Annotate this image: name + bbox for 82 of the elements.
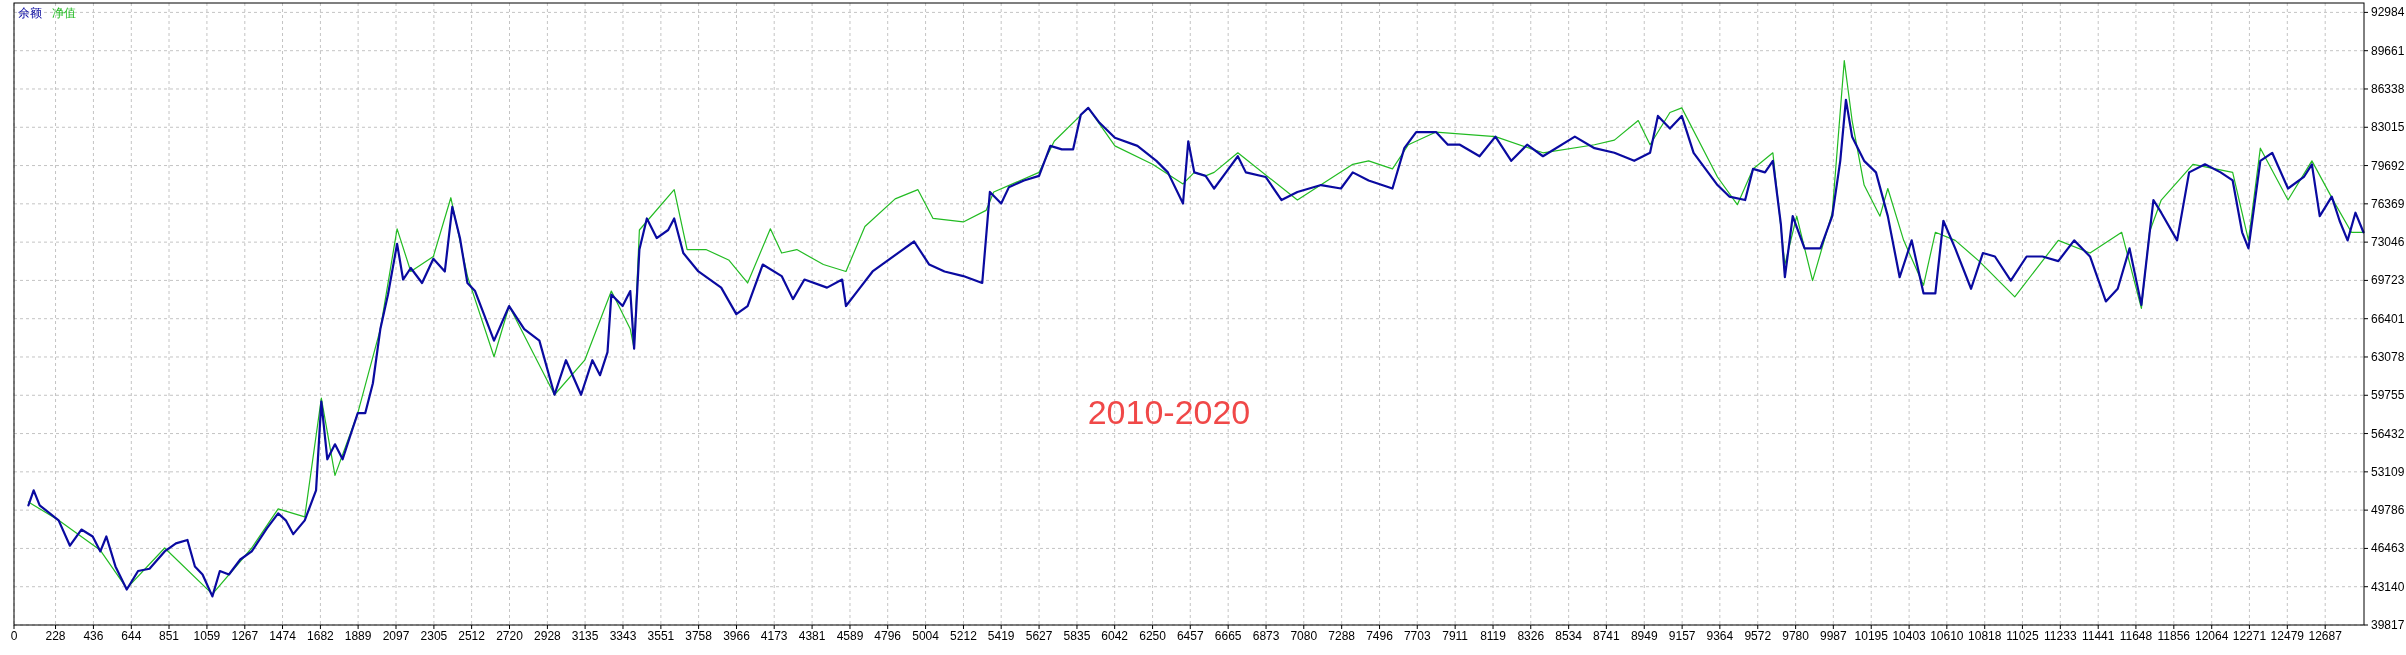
x-tick-label: 3343 xyxy=(609,629,637,643)
x-tick-label: 5627 xyxy=(1025,629,1053,643)
x-tick-label: 11025 xyxy=(2006,629,2039,643)
x-tick-label: 3551 xyxy=(647,629,675,643)
x-tick-label: 8534 xyxy=(1555,629,1583,643)
x-tick-label: 6042 xyxy=(1101,629,1129,643)
y-tick-label: 69723 xyxy=(2371,273,2405,288)
x-tick-label: 2720 xyxy=(496,629,524,643)
x-tick-label: 3966 xyxy=(723,629,751,643)
x-tick-label: 10403 xyxy=(1892,629,1927,643)
x-tick-label: 3758 xyxy=(685,629,713,643)
x-tick-label: 1059 xyxy=(193,629,221,643)
y-tick-label: 83015 xyxy=(2371,120,2405,135)
x-tick-label: 8119 xyxy=(1480,629,1507,643)
y-tick-label: 92984 xyxy=(2371,5,2405,20)
x-tick-label: 6665 xyxy=(1214,629,1242,643)
x-tick-label: 1267 xyxy=(231,629,259,643)
x-tick-label: 5419 xyxy=(987,629,1015,643)
x-tick-label: 12271 xyxy=(2232,629,2267,643)
x-tick-label: 2512 xyxy=(458,629,486,643)
y-tick-label: 53109 xyxy=(2371,464,2405,479)
x-tick-label: 2305 xyxy=(420,629,448,643)
x-tick-label: 7080 xyxy=(1290,629,1318,643)
x-tick-label: 12687 xyxy=(2308,629,2343,643)
x-tick-label: 9987 xyxy=(1819,629,1848,643)
x-tick-label: 10610 xyxy=(1930,629,1964,643)
y-tick-label: 73046 xyxy=(2371,235,2405,250)
y-tick-label: 43140 xyxy=(2371,579,2405,594)
x-tick-label: 11856 xyxy=(2157,629,2191,643)
y-tick-label: 63078 xyxy=(2371,349,2405,364)
x-tick-label: 9364 xyxy=(1706,629,1734,643)
x-tick-label: 7911 xyxy=(1442,629,1469,643)
x-tick-label: 644 xyxy=(121,629,142,643)
x-tick-label: 3135 xyxy=(571,629,599,643)
x-tick-label: 10818 xyxy=(1968,629,2002,643)
y-tick-label: 46463 xyxy=(2371,541,2405,556)
y-tick-label: 56432 xyxy=(2371,426,2405,441)
x-tick-label: 9780 xyxy=(1782,629,1810,643)
x-tick-label: 4589 xyxy=(836,629,864,643)
x-tick-label: 1889 xyxy=(344,629,372,643)
y-tick-label: 76369 xyxy=(2371,196,2405,211)
x-tick-label: 12479 xyxy=(2270,629,2305,643)
x-tick-label: 9572 xyxy=(1744,629,1772,643)
x-tick-label: 4173 xyxy=(760,629,788,643)
x-tick-label: 0 xyxy=(10,629,18,643)
text: 净值 xyxy=(52,6,76,20)
x-tick-label: 6873 xyxy=(1252,629,1280,643)
x-tick-label: 6250 xyxy=(1139,629,1167,643)
x-tick-label: 228 xyxy=(45,629,66,643)
x-tick-label: 5004 xyxy=(912,629,940,643)
x-tick-label: 5212 xyxy=(950,629,978,643)
x-tick-label: 9157 xyxy=(1668,629,1696,643)
x-tick-label: 7288 xyxy=(1328,629,1356,643)
x-tick-label: 2097 xyxy=(382,629,410,643)
x-tick-label: 8741 xyxy=(1593,629,1621,643)
y-tick-label: 59755 xyxy=(2371,388,2405,403)
x-tick-label: 6457 xyxy=(1176,629,1204,643)
y-tick-label: 66401 xyxy=(2371,311,2405,326)
x-tick-label: 7703 xyxy=(1403,629,1431,643)
x-tick-label: 4796 xyxy=(874,629,902,643)
y-tick-label: 79692 xyxy=(2371,158,2405,173)
y-tick-label: 89661 xyxy=(2371,43,2405,58)
x-tick-label: 10195 xyxy=(1854,629,1889,643)
x-tick-label: 11233 xyxy=(2044,629,2077,643)
x-tick-label: 1682 xyxy=(307,629,335,643)
x-tick-label: 11648 xyxy=(2119,629,2153,643)
y-tick-label: 49786 xyxy=(2371,503,2405,518)
x-tick-label: 7496 xyxy=(1366,629,1394,643)
x-tick-label: 436 xyxy=(83,629,104,643)
x-tick-label: 1474 xyxy=(269,629,297,643)
x-tick-label: 5835 xyxy=(1063,629,1091,643)
x-tick-label: 11441 xyxy=(2081,629,2115,643)
annotation: 2010-2020 xyxy=(1087,393,1251,431)
x-tick-label: 8326 xyxy=(1517,629,1545,643)
x-tick-label: 8949 xyxy=(1630,629,1658,643)
x-tick-label: 2928 xyxy=(534,629,562,643)
y-tick-label: 86338 xyxy=(2371,81,2405,96)
x-tick-label: 4381 xyxy=(798,629,826,643)
x-tick-label: 12064 xyxy=(2195,629,2229,643)
text: 余额 xyxy=(18,6,42,20)
y-tick-label: 39817 xyxy=(2371,618,2405,632)
x-tick-label: 851 xyxy=(159,629,180,643)
